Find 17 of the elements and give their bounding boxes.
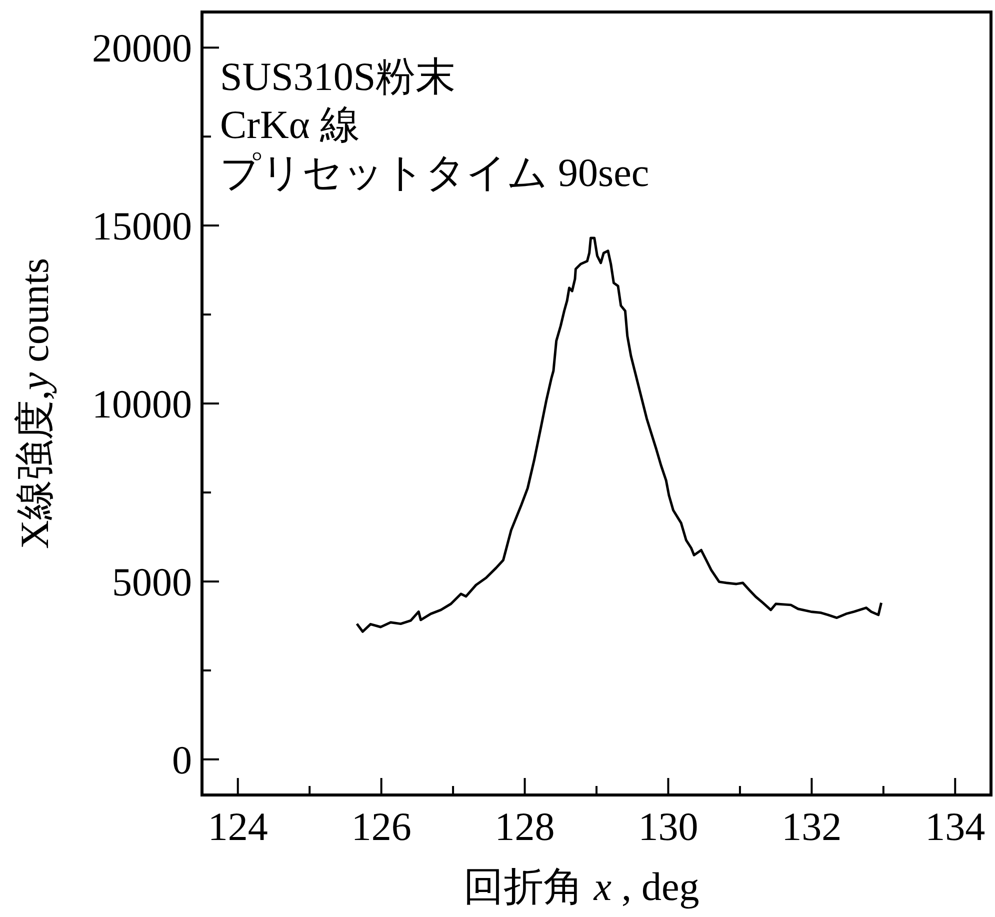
- annotation: CrKα 線: [220, 102, 360, 147]
- y-axis-title: X線強度,y counts: [12, 258, 57, 550]
- x-tick-label: 134: [925, 804, 986, 849]
- y-tick-label: 10000: [92, 382, 192, 426]
- y-tick-label: 0: [172, 737, 192, 782]
- x-tick-label: 132: [782, 804, 842, 849]
- x-tick-label: 124: [208, 804, 268, 849]
- annotation: プリセットタイム 90sec: [220, 150, 650, 195]
- x-tick-label: 128: [494, 804, 555, 849]
- y-tick-label: 20000: [92, 26, 192, 71]
- x-tick-label: 130: [638, 804, 698, 849]
- x-axis-title: 回折角 x , deg: [464, 864, 700, 909]
- y-tick-label: 15000: [92, 204, 192, 249]
- annotation: SUS310S粉末: [220, 54, 456, 99]
- line-series: [356, 236, 883, 633]
- y-tick-label: 5000: [112, 559, 192, 604]
- x-tick-label: 126: [351, 804, 412, 849]
